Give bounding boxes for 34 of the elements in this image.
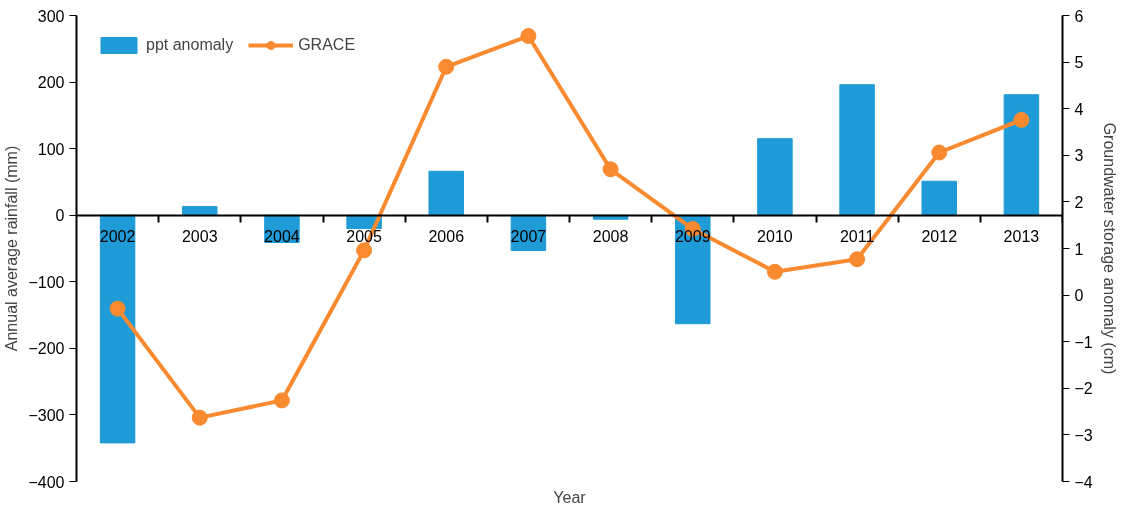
legend-label: ppt anomaly	[146, 36, 234, 54]
x-tick-label: 2007	[510, 228, 547, 246]
y-tick-label: −300	[28, 406, 65, 424]
y-tick-label: 0	[55, 207, 65, 225]
y-axis-title: Annual average rainfall (mm)	[3, 145, 21, 352]
y2-tick-label: 3	[1074, 147, 1084, 165]
y2-tick-label: 5	[1074, 54, 1084, 72]
x-tick-label: 2008	[592, 228, 629, 246]
y2-tick-label: −1	[1074, 333, 1093, 351]
y2-axis-title: Groundwater storage anomaly (cm)	[1100, 122, 1118, 375]
y-tick-label: 300	[37, 7, 65, 25]
x-tick-label: 2011	[839, 228, 875, 246]
y2-tick-label: 6	[1074, 7, 1084, 25]
x-tick-label: 2006	[428, 228, 465, 246]
x-tick-label: 2003	[181, 228, 218, 246]
y2-tick-label: 0	[1074, 287, 1084, 305]
x-tick-label: 2012	[921, 228, 958, 246]
x-axis-title: Year	[553, 488, 587, 506]
x-tick-label: 2010	[757, 228, 793, 246]
y-tick-label: −100	[28, 273, 65, 291]
x-tick-label: 2013	[1003, 228, 1040, 246]
y-tick-label: 200	[37, 74, 65, 92]
y2-tick-label: −2	[1074, 380, 1093, 398]
y2-tick-label: −3	[1074, 426, 1093, 444]
y-tick-label: −400	[28, 473, 65, 491]
y2-tick-label: 2	[1074, 193, 1084, 211]
y2-tick-label: −4	[1074, 473, 1093, 491]
x-tick-label: 2002	[99, 228, 136, 246]
legend-label: GRACE	[298, 36, 356, 54]
y-tick-label: 100	[37, 140, 65, 158]
y2-tick-label: 4	[1074, 100, 1084, 118]
y2-tick-label: 1	[1074, 240, 1084, 258]
y-tick-label: −200	[28, 340, 65, 358]
x-tick-label: 2004	[264, 228, 300, 246]
